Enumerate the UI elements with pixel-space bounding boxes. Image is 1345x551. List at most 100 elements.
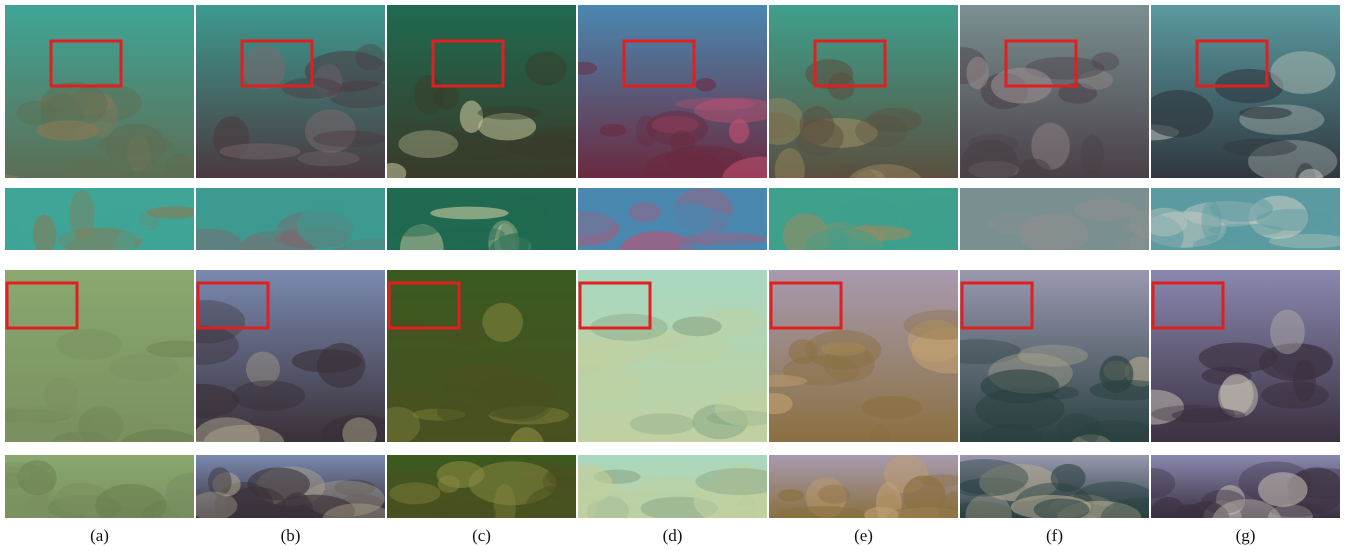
image-panel	[0, 455, 220, 537]
image-panel	[0, 5, 194, 194]
image-panel	[935, 270, 1166, 458]
texture	[490, 232, 557, 269]
texture	[56, 329, 122, 360]
texture	[473, 374, 553, 419]
image-panel	[384, 188, 593, 272]
texture	[342, 417, 377, 449]
texture	[629, 202, 661, 223]
texture	[630, 413, 695, 435]
texture	[775, 148, 805, 193]
texture	[1193, 233, 1276, 259]
image-panel	[552, 187, 785, 278]
texture	[1261, 381, 1328, 408]
texture	[1017, 159, 1052, 186]
texture	[131, 167, 155, 189]
image-panel	[557, 455, 797, 535]
texture	[861, 396, 923, 419]
texture	[33, 215, 57, 255]
texture	[961, 140, 1018, 185]
texture	[437, 401, 474, 422]
texture	[109, 354, 180, 381]
texture	[1240, 107, 1292, 119]
texture	[1080, 135, 1104, 175]
texture	[981, 369, 1060, 403]
panel-label: (c)	[472, 526, 491, 545]
texture	[69, 190, 94, 238]
image-panel	[378, 5, 596, 211]
texture	[778, 506, 864, 522]
texture	[1056, 413, 1101, 447]
panel-label: (g)	[1236, 526, 1256, 545]
texture	[1100, 355, 1134, 392]
texture	[966, 57, 988, 89]
texture	[647, 111, 709, 146]
panel-label: (e)	[854, 526, 873, 545]
texture	[1053, 246, 1132, 264]
texture	[1256, 209, 1331, 231]
image-panel	[752, 5, 958, 208]
texture	[981, 424, 1043, 452]
texture	[165, 153, 194, 183]
texture	[778, 489, 803, 501]
texture	[1149, 497, 1188, 541]
texture	[1074, 199, 1137, 221]
texture	[233, 380, 306, 411]
texture	[1143, 90, 1213, 137]
texture	[1051, 464, 1086, 492]
texture	[886, 506, 971, 530]
texture	[965, 494, 1011, 537]
texture	[78, 406, 123, 445]
texture	[1034, 498, 1090, 520]
texture	[438, 475, 460, 493]
image-panel	[1119, 188, 1345, 260]
texture	[355, 44, 384, 70]
image-panel	[553, 270, 786, 451]
texture	[444, 320, 485, 345]
texture	[569, 340, 648, 367]
texture	[864, 507, 898, 523]
figure: (a)(b)(c)(d)(e)(f)(g)	[0, 0, 1345, 551]
texture	[644, 151, 724, 187]
image-panel	[374, 455, 599, 532]
panel-label: (d)	[663, 526, 683, 545]
image-panel	[196, 5, 395, 206]
texture	[696, 78, 716, 91]
texture	[1092, 52, 1120, 71]
panel-label: (a)	[90, 526, 109, 545]
image-panel	[0, 188, 222, 275]
image-panel	[939, 5, 1149, 185]
texture	[1270, 310, 1305, 355]
texture	[129, 223, 151, 239]
texture	[664, 202, 712, 236]
texture	[439, 226, 505, 242]
image-panel	[189, 455, 393, 535]
texture	[1095, 223, 1131, 260]
texture	[818, 485, 850, 504]
texture	[672, 317, 721, 337]
image-panel	[570, 5, 799, 203]
texture	[951, 240, 1028, 263]
texture	[398, 130, 458, 158]
image-panel	[0, 270, 211, 478]
texture	[709, 240, 772, 256]
texture	[478, 106, 542, 120]
texture	[36, 120, 99, 140]
image-panel	[951, 188, 1175, 267]
texture	[1258, 472, 1308, 507]
texture	[105, 124, 165, 169]
texture	[482, 303, 523, 342]
texture	[384, 224, 440, 236]
texture	[805, 228, 880, 265]
texture	[1270, 51, 1335, 94]
texture	[147, 206, 201, 218]
texture	[298, 151, 360, 167]
texture	[855, 115, 908, 147]
panel-label: (b)	[281, 526, 301, 545]
texture	[194, 417, 260, 458]
texture	[322, 503, 393, 535]
texture	[219, 143, 300, 159]
texture	[189, 492, 237, 520]
texture	[255, 224, 284, 238]
texture	[240, 516, 263, 532]
image-panel	[1124, 5, 1340, 205]
